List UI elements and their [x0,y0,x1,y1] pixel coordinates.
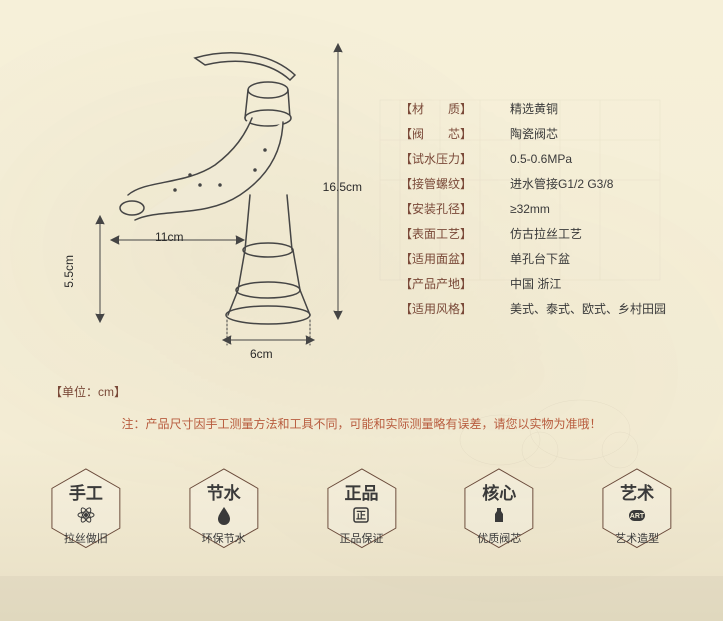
feature-hexagon: 节水 环保节水 [188,467,260,552]
feature-hexagon: 正品 正 正品保证 [326,467,398,552]
dim-base: 6cm [250,347,273,361]
feature-subtitle: 拉丝做旧 [50,530,122,546]
feature-title: 手工 [50,479,122,504]
dim-width: 11cm [155,230,183,244]
spec-key: 【适用面盆】 [400,250,510,267]
spec-value: 美式、泰式、欧式、乡村田园 [510,300,666,317]
feature-subtitle: 环保节水 [188,530,260,546]
spec-key: 【安装孔径】 [400,200,510,217]
svg-text:ART: ART [630,513,645,520]
dim-depth: 5.5cm [62,255,76,288]
feature-title: 艺术 [601,479,673,504]
spec-row: 【表面工艺】仿古拉丝工艺 [400,225,673,242]
spec-key: 【材 质】 [400,100,510,117]
spec-value: 进水管接G1/2 G3/8 [510,175,613,192]
spec-row: 【适用面盆】单孔台下盆 [400,250,673,267]
feature-icon [50,505,122,530]
feature-subtitle: 艺术造型 [601,530,673,546]
spec-key: 【产品产地】 [400,275,510,292]
feature-hexagon: 手工 拉丝做旧 [50,467,122,552]
spec-key: 【接管螺纹】 [400,175,510,192]
feature-icon [463,505,535,530]
spec-key: 【适用风格】 [400,300,510,317]
bottom-shadow [0,576,723,621]
spec-row: 【阀 芯】陶瓷阀芯 [400,125,673,142]
spec-table: 【材 质】精选黄铜【阀 芯】陶瓷阀芯【试水压力】0.5-0.6MPa【接管螺纹】… [400,40,673,380]
feature-icon: 正 [326,505,398,530]
spec-value: 单孔台下盆 [510,250,570,267]
spec-value: 陶瓷阀芯 [510,125,558,142]
feature-subtitle: 优质阀芯 [463,530,535,546]
spec-row: 【适用风格】美式、泰式、欧式、乡村田园 [400,300,673,317]
feature-subtitle: 正品保证 [326,530,398,546]
spec-row: 【试水压力】0.5-0.6MPa [400,150,673,167]
spec-value: ≥32mm [510,202,550,216]
feature-title: 正品 [326,479,398,504]
feature-hexagon: 艺术 ART 艺术造型 [601,467,673,552]
feature-title: 核心 [463,479,535,504]
spec-row: 【材 质】精选黄铜 [400,100,673,117]
spec-key: 【表面工艺】 [400,225,510,242]
feature-title: 节水 [188,479,260,504]
faucet-illustration [90,40,350,360]
spec-value: 精选黄铜 [510,100,558,117]
feature-icon [188,505,260,530]
dim-height: 16.5cm [323,180,362,194]
spec-key: 【阀 芯】 [400,125,510,142]
feature-icon: ART [601,505,673,530]
spec-value: 中国 浙江 [510,275,561,292]
spec-row: 【接管螺纹】进水管接G1/2 G3/8 [400,175,673,192]
spec-row: 【产品产地】中国 浙江 [400,275,673,292]
unit-label: 【单位：cm】 [50,383,126,400]
spec-value: 0.5-0.6MPa [510,152,572,166]
faucet-diagram: 16.5cm 11cm 6cm 5.5cm 【单位：cm】 [50,40,350,380]
spec-key: 【试水压力】 [400,150,510,167]
feature-hexagon: 核心 优质阀芯 [463,467,535,552]
spec-row: 【安装孔径】≥32mm [400,200,673,217]
measurement-note: 注：产品尺寸因手工测量方法和工具不同，可能和实际测量略有误差，请您以实物为准哦！ [50,415,673,432]
svg-text:正: 正 [356,510,366,522]
spec-value: 仿古拉丝工艺 [510,225,582,242]
feature-row: 手工 拉丝做旧 节水 环保节水 正品 正 正品保证 核心 优质阀芯 艺术 ART… [50,467,673,552]
